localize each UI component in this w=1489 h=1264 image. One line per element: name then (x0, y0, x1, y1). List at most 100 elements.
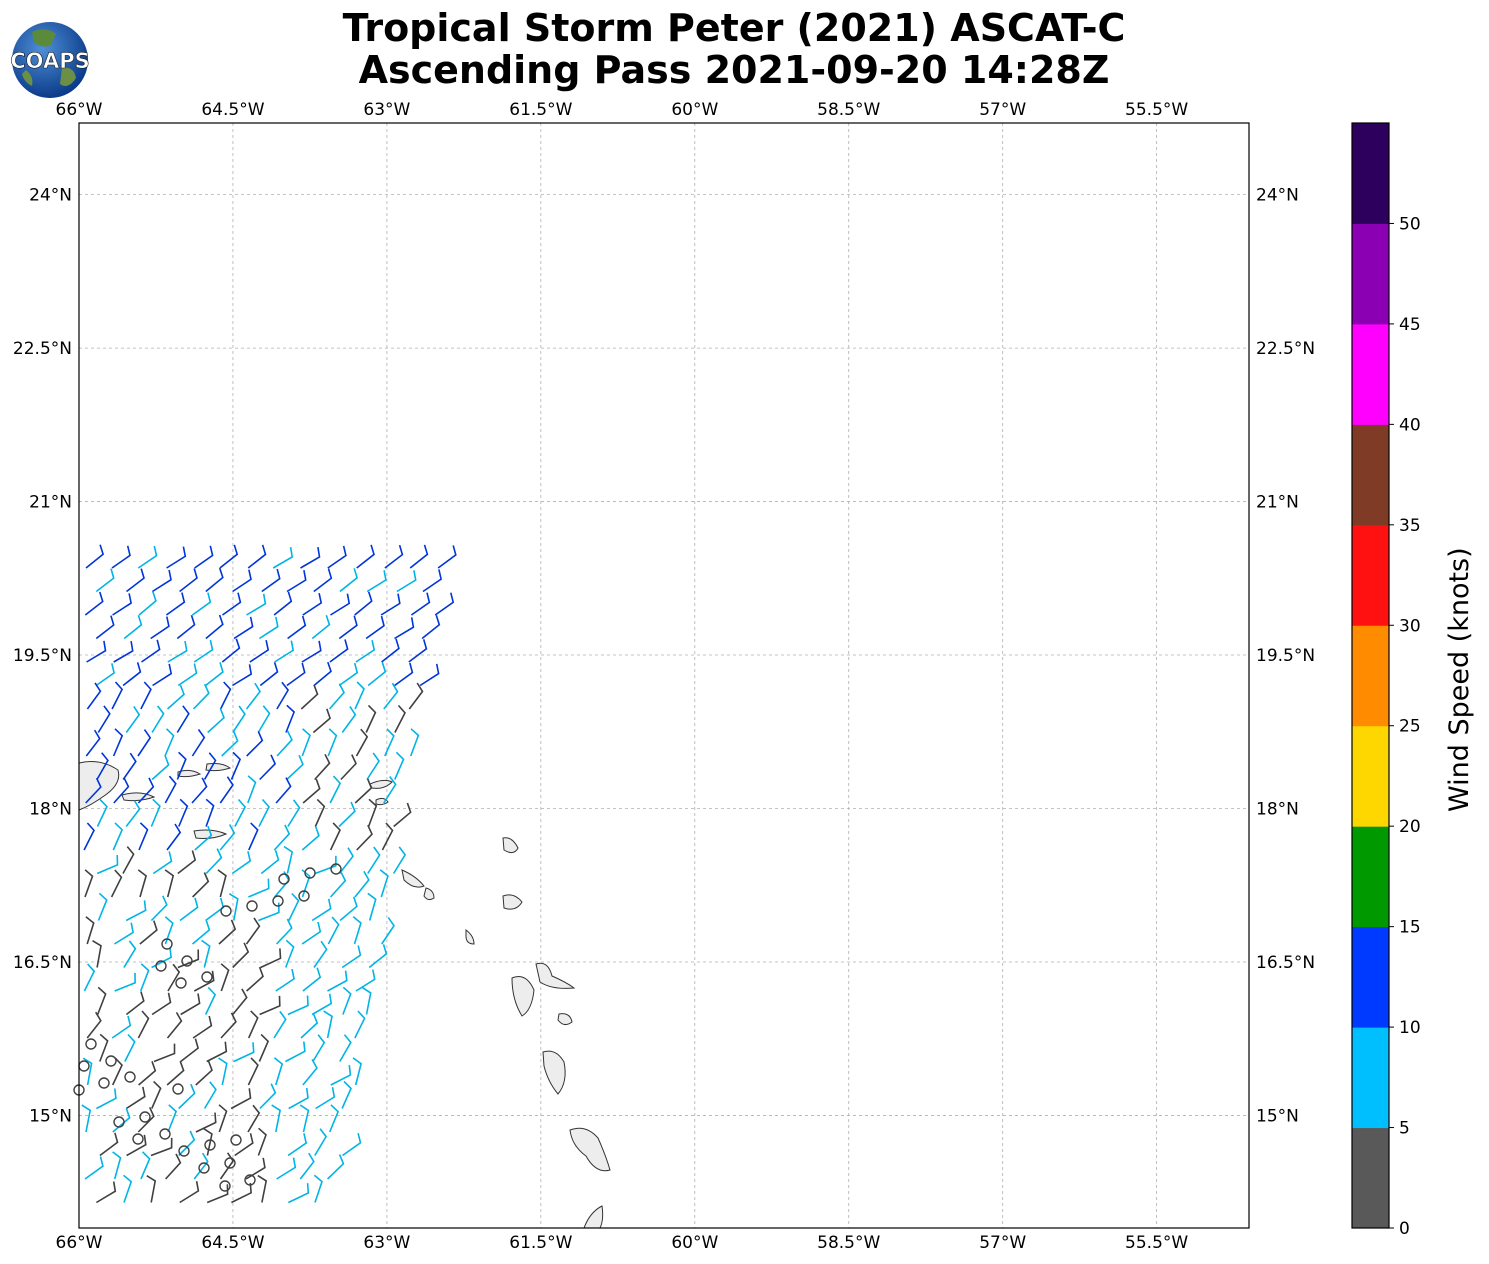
island-outline (502, 837, 519, 854)
wind-barb (180, 993, 201, 1016)
wind-barb (258, 1033, 270, 1062)
island-outline (535, 962, 576, 989)
wind-barb (247, 1104, 261, 1133)
wind-barb (301, 640, 322, 663)
calm-wind-circle (132, 1133, 144, 1145)
wind-barb (312, 708, 332, 734)
colorbar-tick-label: 20 (1399, 817, 1421, 837)
longitude-labels-top: 66°W 64.5°W 63°W 61.5°W 60°W 58.5°W 57°W 55.5°W (56, 100, 1189, 120)
calm-wind-circle (201, 971, 213, 983)
wind-barb (286, 570, 307, 593)
wind-barb (220, 963, 230, 992)
wind-barb (114, 972, 136, 992)
colorbar-tick-label: 45 (1399, 315, 1421, 335)
calm-wind-circle (124, 1071, 136, 1083)
wind-barb (84, 869, 94, 898)
lat-label-left: 21°N (29, 493, 72, 513)
latitude-labels-right: 24°N 22.5°N 21°N 19.5°N 18°N 16.5°N 15°N (1256, 186, 1315, 1127)
wind-barb (177, 663, 198, 687)
wind-barb (248, 822, 259, 851)
lon-label-top: 57°W (979, 100, 1026, 120)
colorbar-segment (1352, 725, 1389, 827)
wind-barb (112, 1151, 122, 1180)
wind-barb (164, 869, 175, 898)
wind-barb (247, 1010, 259, 1039)
calm-wind-circle (155, 960, 167, 972)
wind-barb (151, 755, 170, 781)
wind-barb (392, 846, 407, 874)
wind-barb (354, 591, 373, 616)
wind-barb (301, 921, 322, 945)
calm-wind-circle (278, 873, 290, 885)
wind-barb (313, 661, 332, 687)
wind-barb (205, 798, 215, 827)
wind-barb (274, 640, 295, 663)
wind-barb (421, 615, 441, 640)
lon-label-top: 64.5°W (201, 100, 264, 120)
wind-barb (338, 615, 358, 640)
lon-label-top: 55.5°W (1125, 100, 1188, 120)
wind-barb (86, 1011, 102, 1039)
lat-label-right: 21°N (1256, 493, 1299, 513)
wind-barb (231, 664, 253, 687)
wind-barb (111, 681, 124, 710)
map-title-line-1: Tropical Storm Peter (2021) ASCAT-C (342, 6, 1126, 50)
wind-barb (178, 798, 189, 827)
wind-barb (272, 546, 294, 569)
wind-barb (138, 822, 149, 851)
wind-barb (219, 544, 239, 569)
wind-barb (124, 1033, 136, 1062)
wind-barb (330, 871, 347, 898)
wind-barb (233, 1042, 255, 1063)
colorbar-tick-label: 10 (1399, 1018, 1421, 1038)
wind-barb (383, 682, 399, 710)
wind-barb (164, 916, 174, 945)
calm-wind-circle (230, 1134, 242, 1146)
wind-barb (301, 826, 320, 851)
calm-wind-circle (246, 900, 258, 912)
wind-barb (177, 850, 197, 875)
wind-barb (164, 728, 175, 757)
wind-barb (408, 682, 424, 710)
wind-barb (283, 845, 294, 874)
svg-text:COAPS: COAPS (10, 49, 89, 73)
colorbar-segment (1352, 826, 1389, 928)
wind-barb (276, 681, 290, 710)
wind-barb (113, 777, 130, 804)
wind-barb (166, 823, 182, 851)
wind-barb (247, 544, 267, 569)
lat-label-right: 18°N (1256, 800, 1299, 820)
island-outline (557, 1013, 573, 1026)
calm-wind-circle (224, 1157, 236, 1169)
wind-barb (139, 963, 150, 992)
wind-barb (394, 751, 405, 780)
wind-barb (409, 544, 429, 569)
wind-barb (341, 705, 357, 733)
wind-barb (249, 640, 270, 663)
calm-wind-circle (219, 1180, 231, 1192)
wind-barb (125, 705, 141, 733)
wind-barb (328, 1104, 340, 1133)
wind-barb (166, 1060, 185, 1086)
lat-label-right: 24°N (1256, 186, 1299, 206)
wind-barb (327, 728, 338, 757)
wind-barb (302, 778, 321, 804)
wind-barb (276, 918, 293, 945)
wind-barb (381, 822, 394, 851)
wind-barb (164, 775, 177, 804)
wind-barb (355, 969, 376, 992)
wind-barb (327, 1154, 345, 1180)
wind-barb (217, 869, 227, 898)
wind-barb (177, 949, 200, 969)
wind-barb (126, 1134, 147, 1157)
calm-wind-circle (204, 1139, 216, 1151)
wind-barb (300, 684, 319, 710)
wind-barb (195, 1112, 217, 1133)
wind-barb (112, 728, 124, 757)
wind-barb (247, 1057, 259, 1086)
wind-barb (230, 751, 242, 780)
island-outline (511, 976, 535, 1017)
wind-barb (329, 775, 342, 804)
colorbar-tick-label: 40 (1399, 415, 1421, 435)
wind-barb (206, 1041, 228, 1063)
